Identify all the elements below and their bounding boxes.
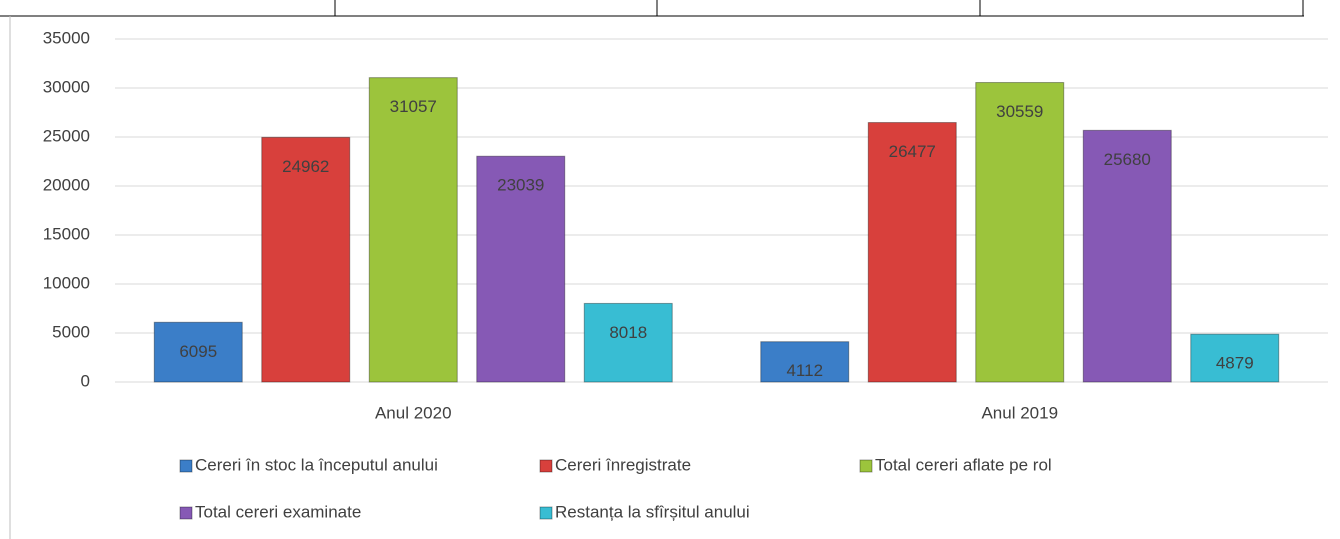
data-label: 8018	[609, 323, 647, 342]
y-tick-label: 30000	[43, 77, 90, 96]
legend-swatch	[179, 459, 193, 473]
bar	[1082, 129, 1172, 383]
bar	[261, 136, 351, 383]
y-tick-label: 20000	[43, 175, 90, 194]
y-tick-label: 0	[81, 371, 90, 390]
data-label: 6095	[179, 342, 217, 361]
x-tick-label: Anul 2019	[981, 403, 1058, 422]
legend-label: Cereri înregistrate	[555, 455, 691, 474]
legend-label: Total cereri examinate	[195, 502, 361, 521]
legend-swatch	[179, 506, 193, 520]
bar	[975, 82, 1065, 383]
y-tick-label: 10000	[43, 273, 90, 292]
data-label: 25680	[1104, 150, 1151, 169]
y-tick-label: 35000	[43, 28, 90, 47]
bar	[583, 302, 673, 383]
data-label: 26477	[889, 142, 936, 161]
bar	[476, 155, 566, 383]
bar	[1190, 333, 1280, 383]
data-label: 31057	[390, 97, 437, 116]
legend-label: Cereri în stoc la începutul anului	[195, 455, 438, 474]
data-label: 24962	[282, 157, 329, 176]
bar	[153, 321, 243, 383]
legend-swatch	[539, 459, 553, 473]
bar	[368, 77, 458, 383]
data-label: 4879	[1216, 354, 1254, 373]
legend-swatch	[539, 506, 553, 520]
bar	[760, 341, 850, 383]
data-label: 4112	[786, 361, 823, 380]
y-tick-label: 15000	[43, 224, 90, 243]
y-tick-label: 5000	[52, 322, 90, 341]
x-tick-label: Anul 2020	[375, 403, 452, 422]
bar	[867, 122, 957, 383]
data-label: 30559	[996, 102, 1043, 121]
legend-label: Restanța la sfîrșitul anului	[555, 502, 750, 521]
y-tick-label: 25000	[43, 126, 90, 145]
legend-swatch	[859, 459, 873, 473]
data-label: 23039	[497, 176, 544, 195]
table-fragment	[0, 0, 1304, 17]
legend-label: Total cereri aflate pe rol	[875, 455, 1052, 474]
